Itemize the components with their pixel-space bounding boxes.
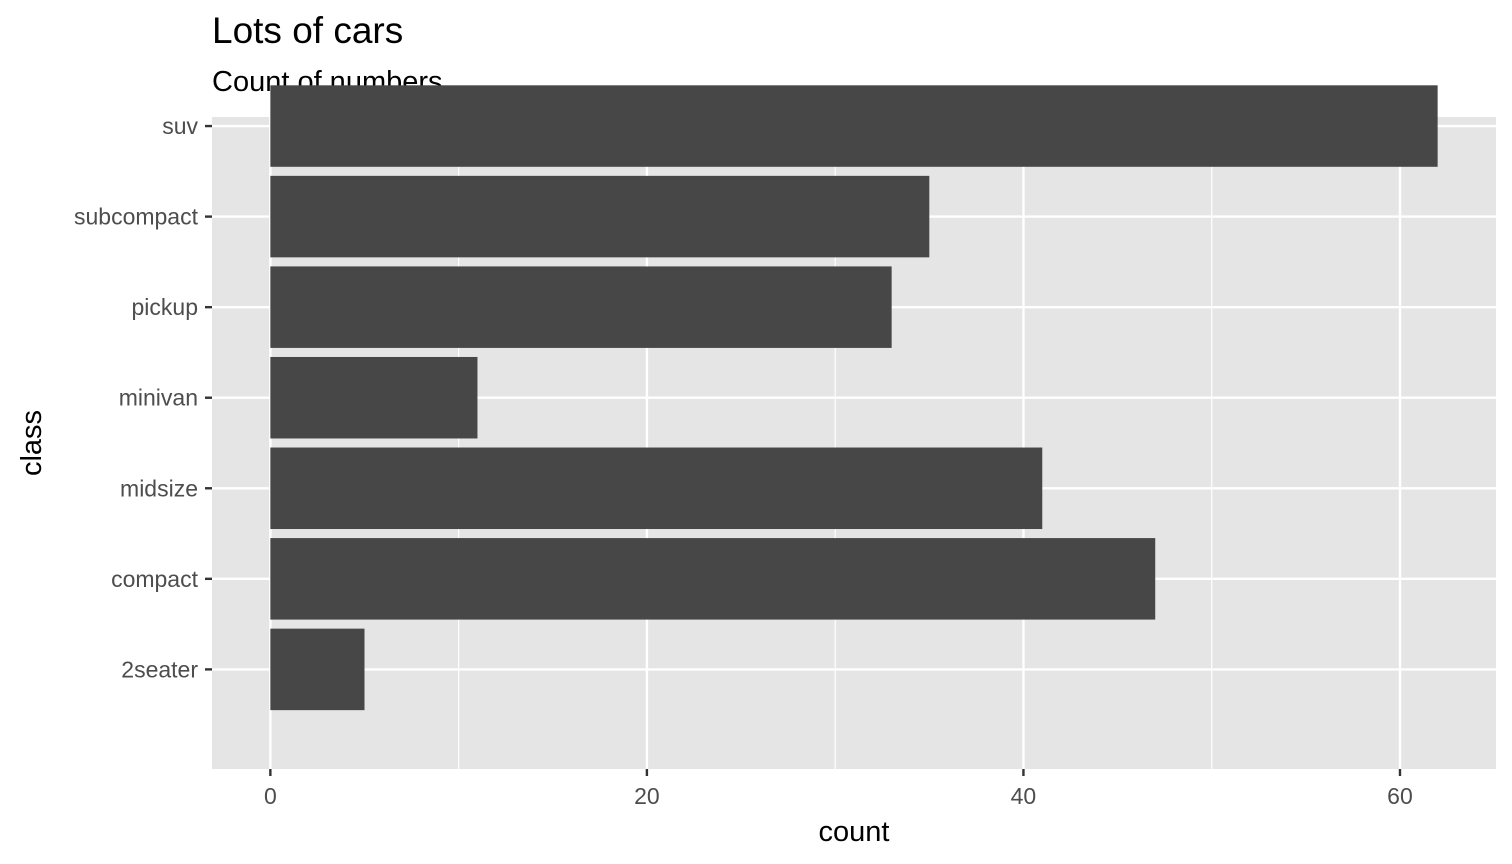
bar-subcompact [270,175,930,258]
y-tick-label: compact [111,566,199,592]
x-axis: 0 20 40 60 [264,769,1413,809]
y-tick-label: minivan [119,385,198,411]
bar-minivan [270,356,478,439]
bars [270,85,1438,711]
x-axis-title: count [819,816,890,848]
bar-compact [270,538,1156,620]
chart-title: Lots of cars [212,10,404,51]
x-tick-label: 60 [1387,783,1413,809]
bar-midsize [270,447,1043,530]
x-tick-label: 20 [634,783,660,809]
y-tick-label: midsize [120,475,198,501]
y-axis-title: class [16,410,48,476]
y-tick-label: 2seater [121,656,198,682]
x-tick-label: 0 [264,783,277,809]
bar-2seater [270,628,365,711]
bar-suv [270,85,1438,167]
x-tick-label: 40 [1011,783,1037,809]
y-tick-label: subcompact [74,204,199,230]
y-tick-label: pickup [132,294,198,320]
y-tick-label: suv [162,113,198,139]
y-axis: 2seater compact midsize minivan pickup subcom… [74,113,212,682]
bar-pickup [270,266,892,348]
